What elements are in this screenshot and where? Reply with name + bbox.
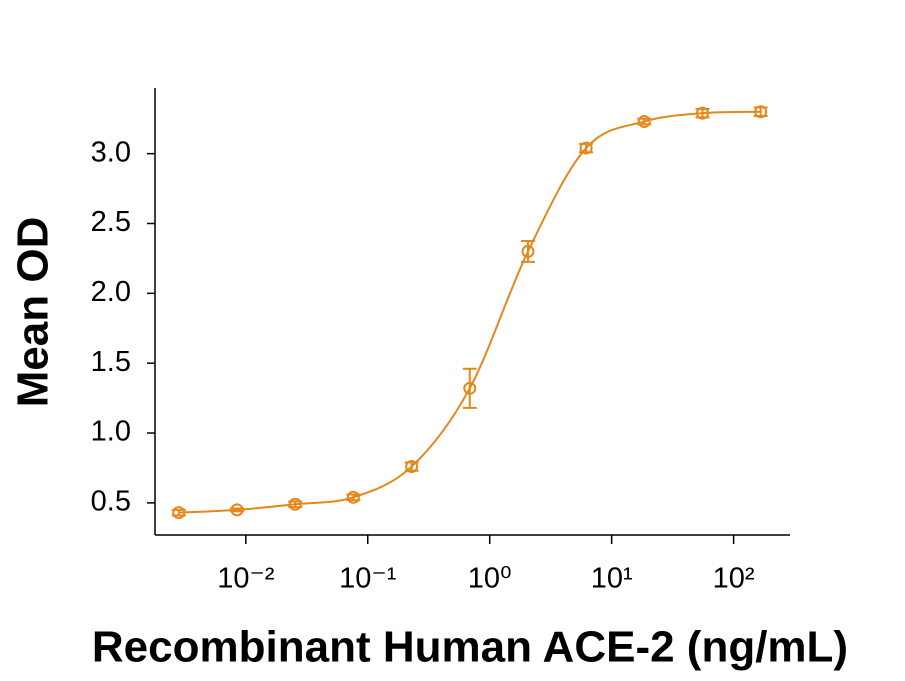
x-tick-label: 10⁻¹ [339, 563, 397, 595]
data-point [637, 115, 651, 129]
x-tick-label: 10¹ [591, 563, 633, 595]
data-point [521, 244, 535, 258]
y-tick-label: 3.0 [91, 136, 131, 168]
y-tick-label: 1.5 [91, 346, 131, 378]
y-tick-label: 1.0 [91, 416, 131, 448]
data-point [172, 506, 186, 520]
data-point [230, 503, 244, 517]
y-axis-title: Mean OD [9, 217, 58, 408]
fit-curve [178, 110, 761, 514]
x-tick-label: 10⁻² [217, 563, 275, 595]
error-bar [520, 239, 535, 263]
y-tick-label: 2.0 [91, 276, 131, 308]
y-tick-label: 0.5 [91, 486, 131, 518]
y-tick-label: 2.5 [91, 206, 131, 238]
x-axis-title: Recombinant Human ACE-2 (ng/mL) [92, 623, 848, 672]
data-point [579, 141, 593, 155]
x-tick-label: 10² [713, 563, 755, 595]
data-point [288, 497, 302, 511]
data-point [754, 105, 768, 119]
data-point [346, 490, 360, 504]
data-point [405, 460, 419, 474]
error-bar [462, 367, 477, 409]
data-point [463, 381, 477, 395]
data-point [696, 106, 710, 120]
x-tick-label: 10⁰ [468, 563, 512, 595]
